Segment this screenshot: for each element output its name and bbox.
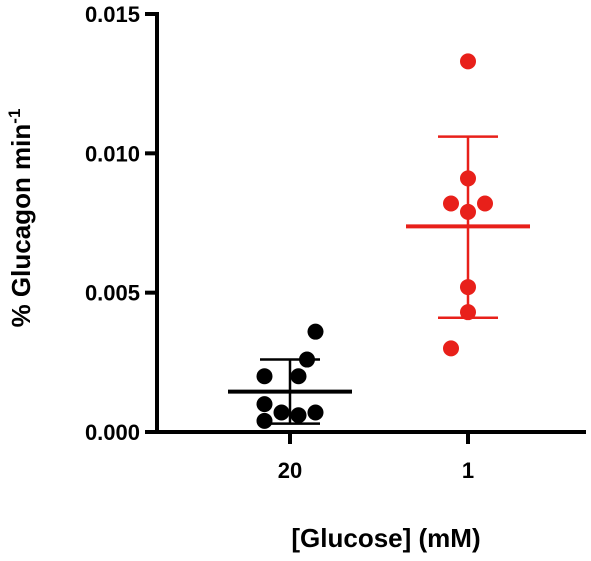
data-point	[460, 53, 476, 70]
data-point	[443, 195, 459, 212]
y-tick-label: 0.000	[85, 420, 140, 445]
data-point	[290, 407, 307, 424]
data-point	[477, 195, 493, 212]
data-point	[299, 351, 315, 368]
x-axis-title: [Glucose] (mM)	[291, 523, 480, 553]
y-tick-label: 0.015	[85, 2, 140, 27]
data-point	[290, 368, 307, 385]
y-axis-title: % Glucagon min-1	[5, 109, 36, 328]
y-axis: 0.000 0.005 0.010 0.015	[85, 2, 159, 445]
series-group-1	[406, 53, 530, 357]
data-point	[443, 340, 459, 357]
y-tick-label: 0.005	[85, 281, 140, 306]
data-point	[256, 412, 273, 429]
data-point	[307, 404, 324, 421]
y-axis-title-superscript: -1	[5, 109, 24, 124]
data-point	[256, 396, 273, 413]
data-point	[307, 323, 324, 340]
series-group-20	[228, 323, 352, 429]
data-point	[460, 304, 476, 321]
data-marks	[228, 53, 530, 429]
data-point	[256, 368, 273, 385]
y-tick-label: 0.010	[85, 141, 140, 166]
x-axis: 20 1	[155, 430, 586, 483]
data-point	[460, 279, 476, 296]
x-tick-label: 1	[462, 458, 474, 483]
data-point	[460, 203, 476, 220]
data-point	[460, 170, 476, 187]
y-axis-title-main: % Glucagon min	[6, 124, 36, 328]
data-point	[273, 404, 290, 421]
x-tick-label: 20	[278, 458, 302, 483]
